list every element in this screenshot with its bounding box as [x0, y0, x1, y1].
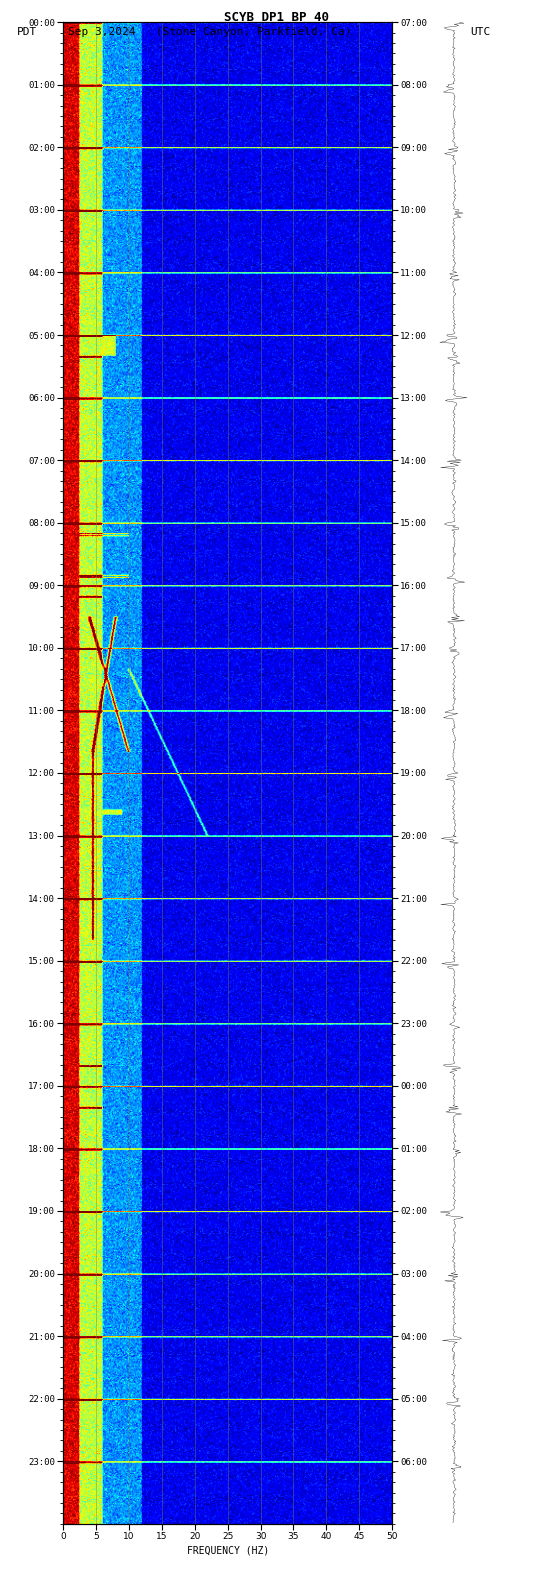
X-axis label: FREQUENCY (HZ): FREQUENCY (HZ) [187, 1546, 269, 1555]
Text: PDT: PDT [17, 27, 37, 36]
Text: Sep 3,2024   (Stone Canyon, Parkfield, Ca): Sep 3,2024 (Stone Canyon, Parkfield, Ca) [68, 27, 352, 36]
Text: SCYB DP1 BP 40: SCYB DP1 BP 40 [224, 11, 328, 24]
Text: UTC: UTC [470, 27, 490, 36]
